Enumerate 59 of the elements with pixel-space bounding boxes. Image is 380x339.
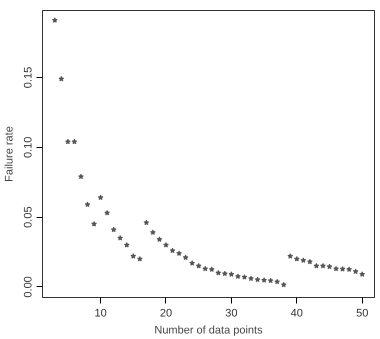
point xyxy=(176,250,182,256)
point xyxy=(156,236,162,242)
point xyxy=(208,266,215,272)
point xyxy=(248,276,254,282)
x-tick-label: 40 xyxy=(290,308,303,320)
point xyxy=(189,260,196,266)
point xyxy=(340,266,346,272)
point xyxy=(110,226,117,232)
x-axis-title: Number of data points xyxy=(154,324,264,336)
point xyxy=(72,138,78,144)
y-tick-label: 0.05 xyxy=(22,206,34,228)
y-tick-label: 0.15 xyxy=(22,66,34,88)
point xyxy=(352,268,359,274)
y-axis-title: Failure rate xyxy=(4,126,16,182)
point xyxy=(117,235,124,241)
x-tick-label: 20 xyxy=(160,308,172,320)
point xyxy=(130,253,136,259)
point xyxy=(104,210,110,216)
point xyxy=(314,262,320,268)
x-tick-label: 50 xyxy=(356,308,368,320)
point xyxy=(170,248,176,254)
point xyxy=(326,264,332,270)
point xyxy=(91,221,97,227)
point xyxy=(268,278,274,284)
point xyxy=(58,76,64,82)
point xyxy=(84,202,90,208)
x-tick-label: 10 xyxy=(94,308,107,320)
point xyxy=(320,262,326,268)
point xyxy=(346,266,352,272)
y-tick-label: 0.00 xyxy=(22,276,34,298)
point xyxy=(287,253,294,259)
point xyxy=(52,17,58,23)
point xyxy=(242,274,248,280)
point xyxy=(78,174,84,180)
point xyxy=(182,254,188,260)
point xyxy=(300,257,306,263)
point xyxy=(196,262,202,268)
x-tick-label: 30 xyxy=(225,308,238,320)
point xyxy=(333,266,339,272)
point xyxy=(294,256,300,262)
point xyxy=(254,276,260,282)
point xyxy=(124,242,130,248)
point xyxy=(235,273,241,279)
point xyxy=(215,270,222,276)
point xyxy=(274,278,280,284)
point xyxy=(261,277,267,283)
point xyxy=(359,271,366,277)
point xyxy=(98,194,104,200)
point xyxy=(202,266,208,272)
point xyxy=(228,271,234,277)
y-tick-label: 0.10 xyxy=(22,136,34,158)
point xyxy=(307,258,313,264)
point xyxy=(143,220,150,226)
point xyxy=(280,282,287,288)
point xyxy=(163,242,169,248)
point xyxy=(136,256,143,262)
point xyxy=(222,270,228,276)
point xyxy=(65,138,71,144)
point xyxy=(150,229,156,235)
